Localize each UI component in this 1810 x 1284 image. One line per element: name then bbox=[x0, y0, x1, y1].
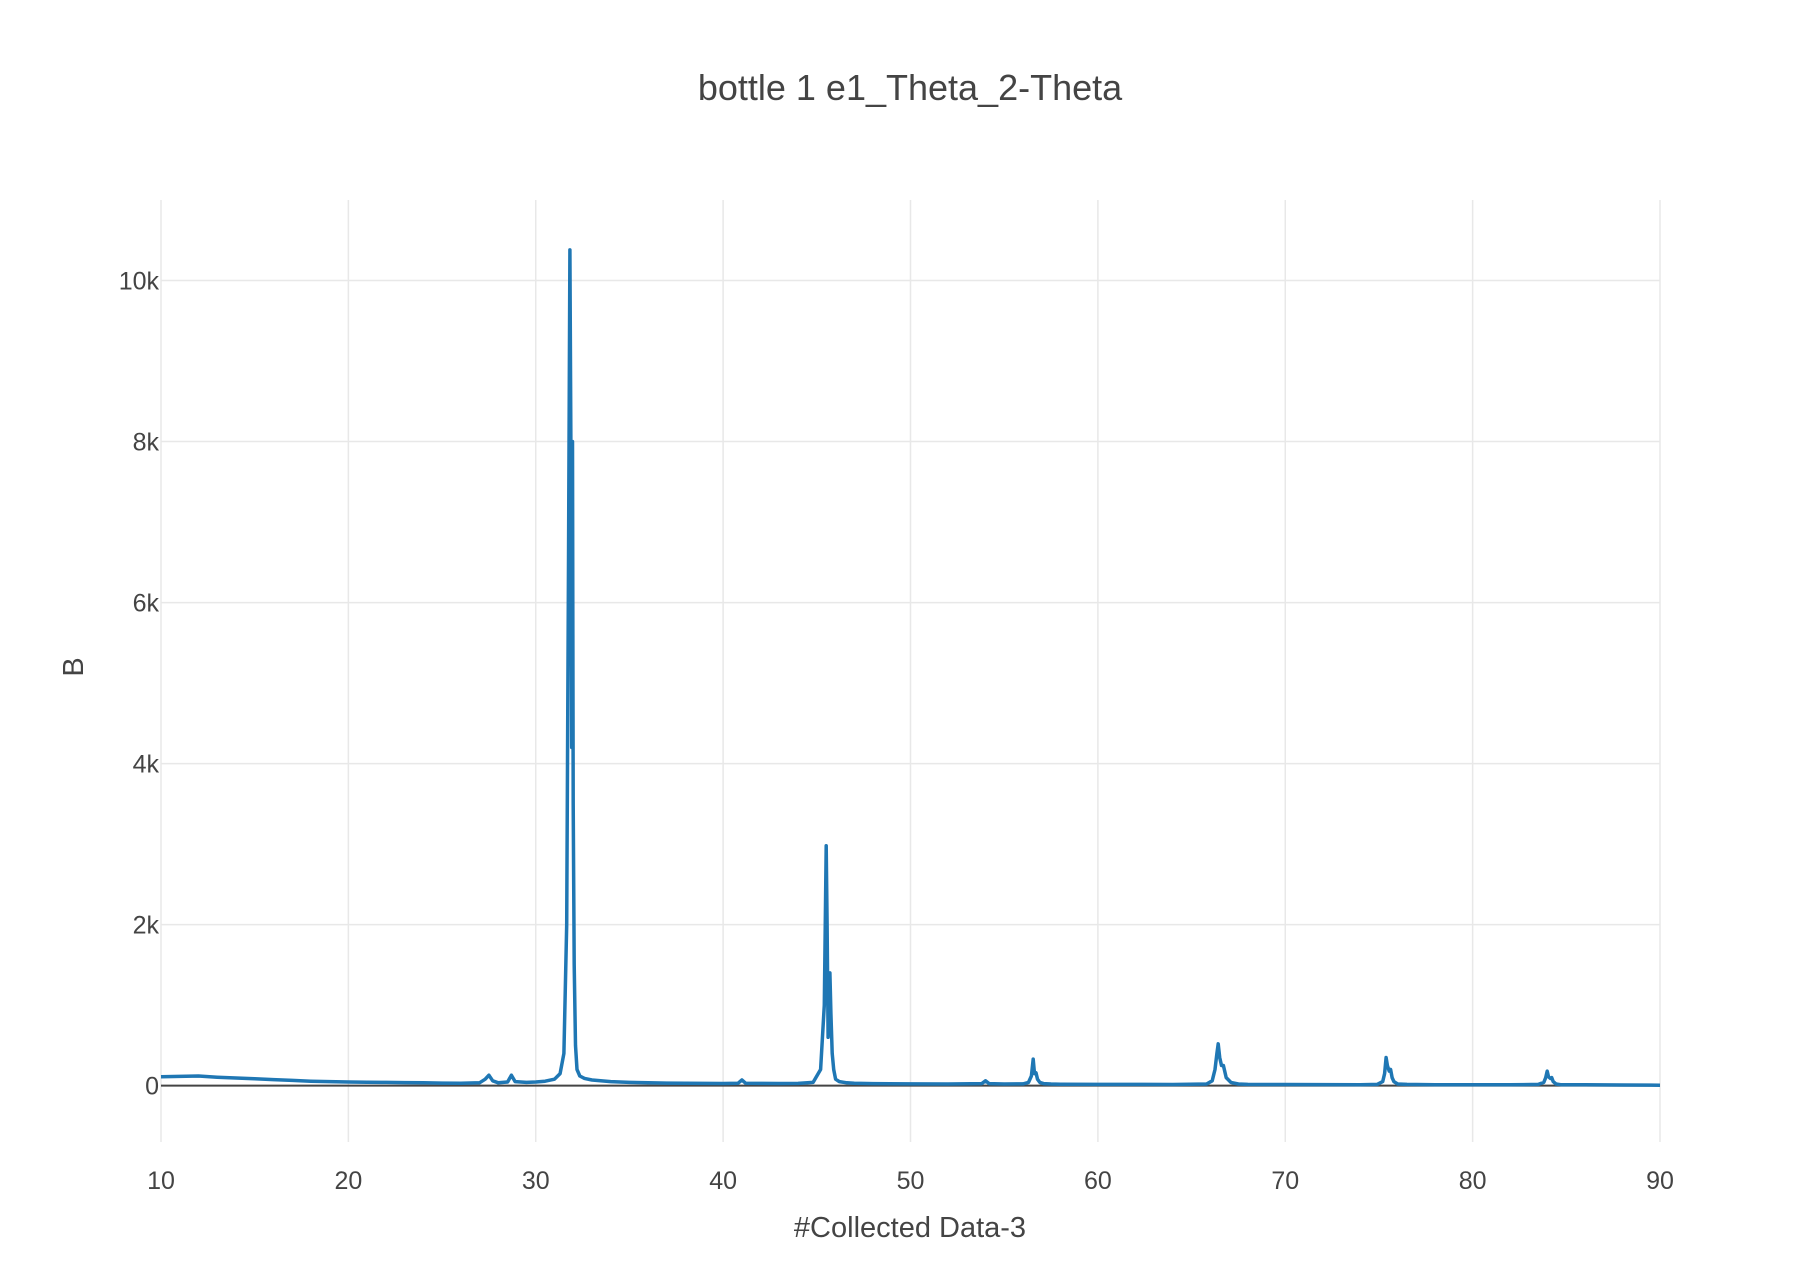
y-tick-label: 4k bbox=[133, 751, 160, 779]
x-tick-label: 30 bbox=[522, 1167, 550, 1195]
x-tick-label: 40 bbox=[709, 1167, 737, 1195]
y-tick-label: 6k bbox=[133, 590, 160, 618]
y-tick-label: 10k bbox=[119, 268, 160, 296]
x-tick-label: 60 bbox=[1084, 1167, 1112, 1195]
x-tick-label: 90 bbox=[1646, 1167, 1674, 1195]
y-axis-ticks: 0 2k 4k 6k 8k 10k bbox=[119, 268, 160, 1101]
x-tick-label: 50 bbox=[897, 1167, 925, 1195]
chart-title: bottle 1 e1_Theta_2-Theta bbox=[698, 67, 1123, 108]
y-tick-label: 2k bbox=[133, 912, 160, 940]
x-axis-title: #Collected Data-3 bbox=[794, 1212, 1026, 1244]
y-tick-label: 8k bbox=[133, 429, 160, 457]
grid-layer bbox=[160, 200, 1661, 1142]
x-tick-label: 10 bbox=[147, 1167, 175, 1195]
x-axis-ticks: 10 20 30 40 50 60 70 80 90 bbox=[147, 1167, 1674, 1195]
y-tick-label: 0 bbox=[145, 1073, 159, 1101]
x-tick-label: 20 bbox=[334, 1167, 362, 1195]
x-tick-label: 70 bbox=[1271, 1167, 1299, 1195]
series-line bbox=[160, 248, 1661, 1087]
y-axis-title: B bbox=[58, 657, 90, 676]
series-layer bbox=[160, 248, 1661, 1087]
x-tick-label: 80 bbox=[1459, 1167, 1487, 1195]
